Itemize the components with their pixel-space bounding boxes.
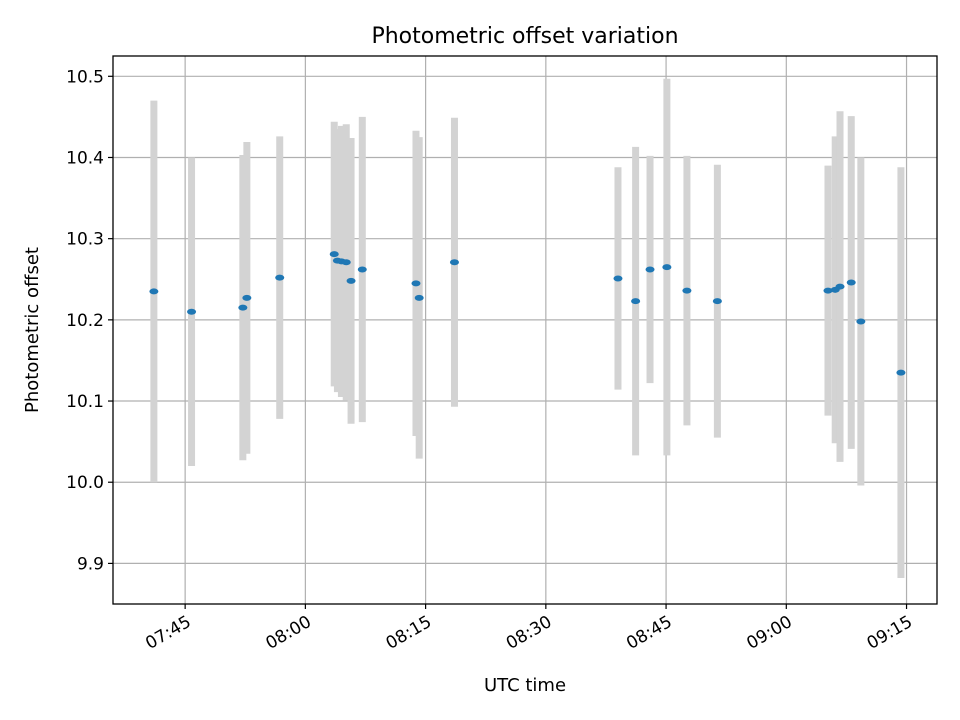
y-axis-ticks: 9.9 10.0 10.1 10.2 10.3 10.4 10.5 (66, 67, 113, 574)
point-layer (149, 251, 906, 376)
data-point (449, 259, 459, 266)
data-point (346, 277, 356, 284)
data-point (856, 318, 866, 325)
data-point (682, 287, 692, 294)
data-point (341, 259, 351, 266)
data-point (414, 294, 424, 301)
data-point (149, 288, 159, 295)
data-point (242, 294, 252, 301)
y-tick-label: 10.3 (66, 230, 104, 250)
y-tick-label: 10.5 (66, 67, 104, 87)
chart-title: Photometric offset variation (371, 24, 678, 49)
data-point (329, 251, 339, 258)
data-point (896, 369, 906, 376)
data-point (275, 274, 285, 281)
data-point (846, 279, 856, 286)
y-axis-label: Photometric offset (22, 247, 43, 413)
y-tick-label: 10.0 (66, 473, 104, 493)
y-tick-label: 10.2 (66, 311, 104, 331)
data-point (835, 283, 845, 290)
data-point (645, 266, 655, 273)
x-axis-label: UTC time (484, 675, 566, 696)
data-point (238, 304, 248, 311)
data-point (823, 287, 833, 294)
data-point (357, 266, 367, 273)
data-point (631, 298, 641, 305)
data-point (187, 308, 197, 315)
plot-frame (112, 55, 938, 605)
data-point (411, 280, 421, 287)
data-point (662, 264, 672, 271)
data-point (613, 275, 623, 282)
y-tick-label: 9.9 (77, 554, 104, 574)
y-tick-label: 10.4 (66, 148, 104, 168)
y-tick-label: 10.1 (66, 392, 104, 412)
data-point (712, 298, 722, 305)
